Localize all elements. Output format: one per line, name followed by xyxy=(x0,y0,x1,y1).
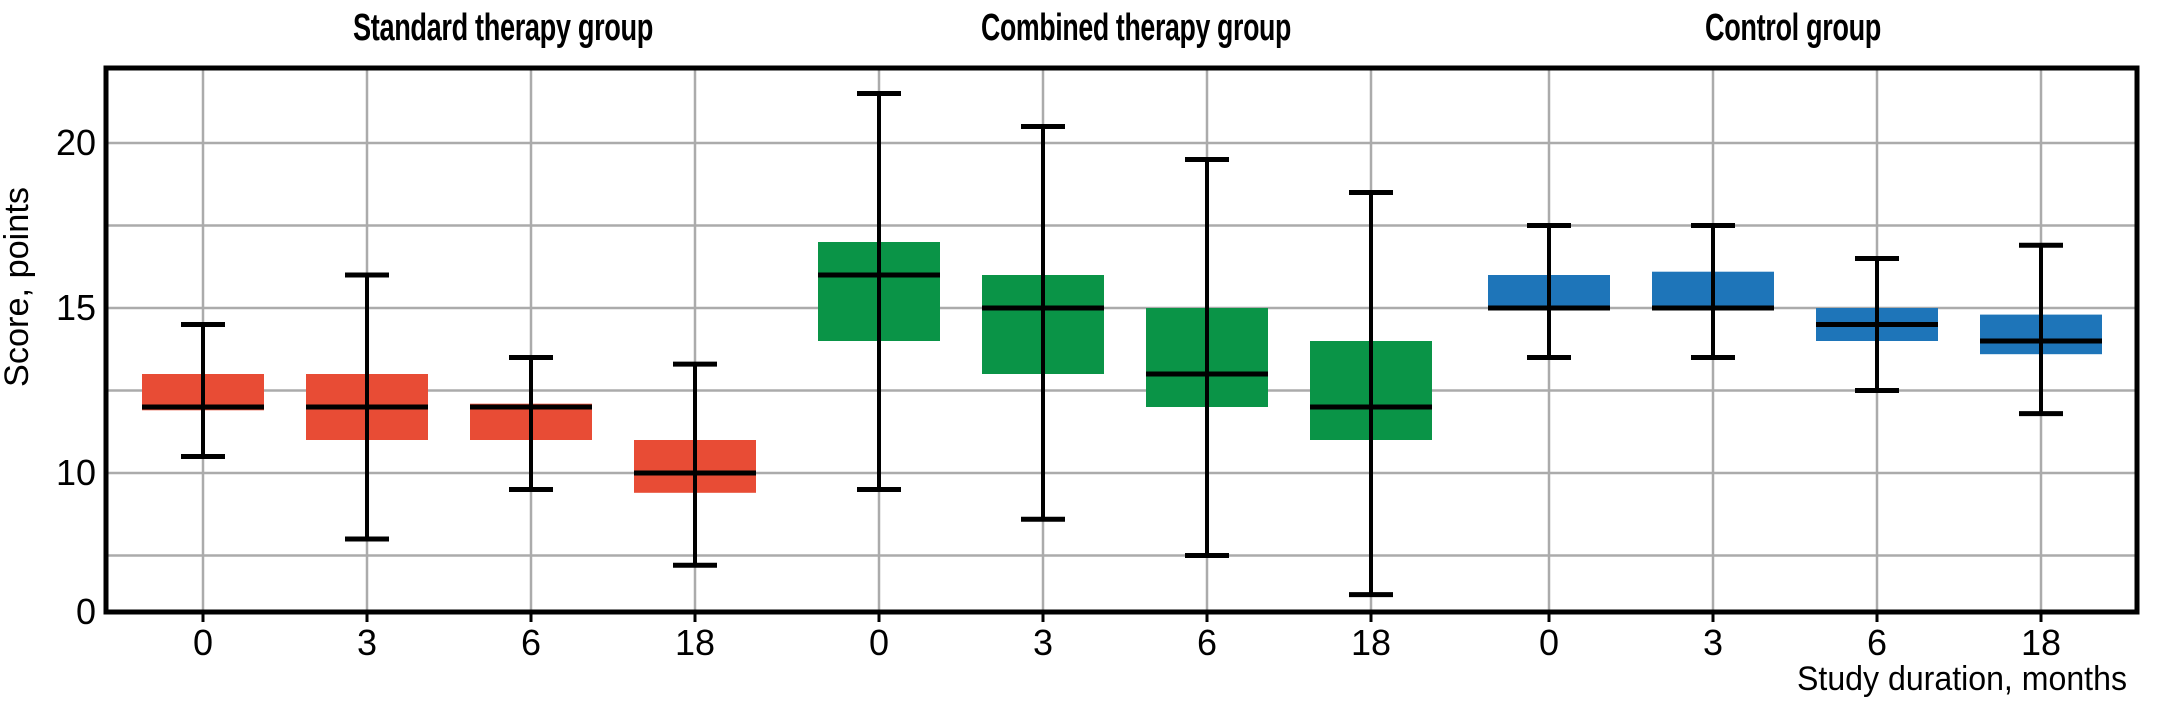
y-tick-label-15: 15 xyxy=(56,287,96,328)
x-tick-label-2-6: 6 xyxy=(1867,622,1887,663)
plot-frame xyxy=(103,65,2140,615)
y-tick-label-0: 0 xyxy=(76,591,96,632)
x-tick-label-1-3: 3 xyxy=(1033,622,1053,663)
y-axis-title: Score, points xyxy=(0,187,36,387)
x-tick-label-2-3: 3 xyxy=(1703,622,1723,663)
x-tick-label-1-0: 0 xyxy=(869,622,889,663)
y-tick-label-20: 20 xyxy=(56,122,96,163)
x-tick-label-0-3: 3 xyxy=(357,622,377,663)
x-axis-title: Study duration, months xyxy=(1797,660,2127,698)
x-tick-label-2-0: 0 xyxy=(1539,622,1559,663)
x-tick-label-1-18: 18 xyxy=(1351,622,1391,663)
group-title-combined: Combined therapy group xyxy=(981,7,1291,49)
x-tick-label-0-6: 6 xyxy=(521,622,541,663)
x-tick-label-0-0: 0 xyxy=(193,622,213,663)
y-tick-label-10: 10 xyxy=(56,452,96,493)
x-tick-label-2-18: 18 xyxy=(2021,622,2061,663)
group-title-control: Control group xyxy=(1705,7,1881,49)
group-title-standard: Standard therapy group xyxy=(353,7,653,49)
x-tick-label-0-18: 18 xyxy=(675,622,715,663)
x-tick-label-1-6: 6 xyxy=(1197,622,1217,663)
